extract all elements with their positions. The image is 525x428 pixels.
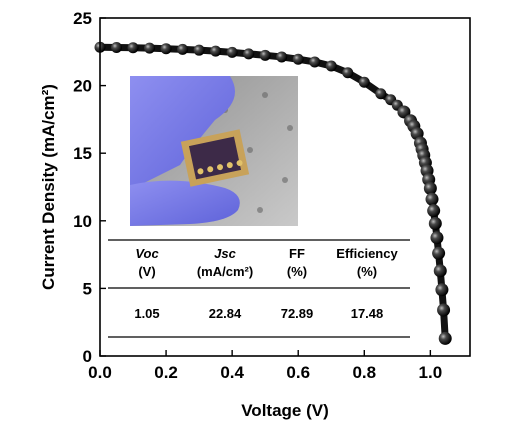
- data-point: [111, 41, 123, 53]
- data-point: [427, 204, 441, 218]
- data-point: [342, 67, 354, 79]
- x-axis-label: Voltage (V): [241, 401, 329, 420]
- data-point: [144, 42, 156, 54]
- y-tick-label: 0: [83, 347, 92, 366]
- data-point: [438, 331, 452, 345]
- table-unit-ff: (%): [287, 264, 307, 279]
- data-point: [177, 43, 189, 55]
- data-point: [425, 192, 439, 206]
- data-point: [210, 45, 222, 57]
- x-tick-label: 0.8: [352, 363, 376, 382]
- y-tick-label: 5: [83, 279, 92, 298]
- data-point: [243, 48, 255, 60]
- data-point: [325, 60, 337, 72]
- data-point: [309, 56, 321, 68]
- data-point: [375, 88, 387, 100]
- table-value-jsc: 22.84: [209, 306, 242, 321]
- x-tick-label: 1.0: [419, 363, 443, 382]
- y-tick-label: 10: [73, 212, 92, 231]
- data-point: [433, 264, 447, 278]
- data-point: [358, 76, 370, 88]
- data-point: [437, 303, 451, 317]
- x-tick-label: 0.2: [154, 363, 178, 382]
- table-unit-jsc: (mA/cm²): [197, 264, 253, 279]
- data-point: [127, 42, 139, 54]
- y-tick-label: 25: [73, 9, 92, 28]
- table-value-efficiency: 17.48: [351, 306, 384, 321]
- data-point: [435, 283, 449, 297]
- y-axis-label: Current Density (mA/cm²): [39, 84, 58, 290]
- plot-frame: [99, 17, 471, 357]
- table-unit-efficiency: (%): [357, 264, 377, 279]
- table-unit-voc: (V): [138, 264, 155, 279]
- data-point: [160, 43, 172, 55]
- table-header-ff: FF: [289, 246, 305, 261]
- data-series: [94, 41, 452, 345]
- table-header-jsc: Jsc: [214, 246, 236, 261]
- data-point: [428, 217, 442, 231]
- data-point: [432, 246, 446, 260]
- data-point: [193, 44, 205, 56]
- table-header-voc: Voc: [135, 246, 159, 261]
- x-tick-label: 0.0: [88, 363, 112, 382]
- inset-photo: [130, 76, 298, 226]
- y-tick-label: 20: [73, 77, 92, 96]
- data-point: [292, 53, 304, 65]
- x-tick-label: 0.6: [286, 363, 310, 382]
- data-point: [226, 46, 238, 58]
- data-point: [423, 181, 437, 195]
- table-value-ff: 72.89: [281, 306, 314, 321]
- axis-ticks: 0.0 0.2 0.4 0.6 0.8 1.0 0 5 10 15 20 25: [73, 9, 442, 382]
- data-point: [276, 51, 288, 63]
- data-point: [430, 231, 444, 245]
- inset-table: Voc (V) Jsc (mA/cm²) FF (%) Efficiency (…: [108, 239, 410, 338]
- x-tick-label: 0.4: [220, 363, 244, 382]
- data-point: [259, 49, 271, 61]
- table-value-voc: 1.05: [134, 306, 159, 321]
- y-tick-label: 15: [73, 144, 92, 163]
- table-header-efficiency: Efficiency: [336, 246, 398, 261]
